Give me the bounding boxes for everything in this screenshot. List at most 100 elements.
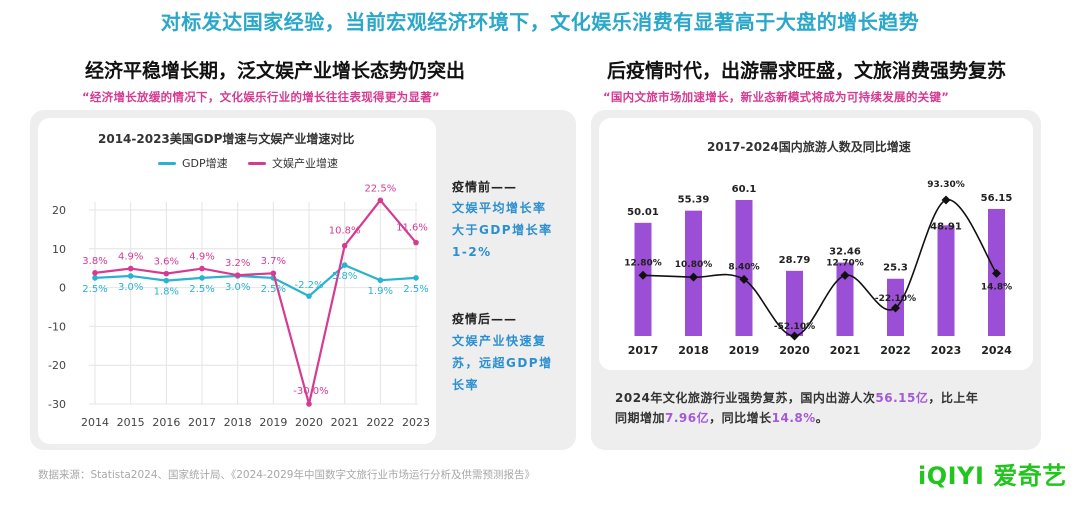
ent-data-label: 3.6% [154,257,179,268]
tourism-x-label: 2021 [830,344,861,357]
x-tick-label: 2019 [259,416,287,429]
tourism-summary: 2024年文化旅游行业强势复苏，国内出游人次56.15亿，比上年 同期增加7.9… [615,388,978,428]
ent-point [234,272,241,278]
side-before-line-1: 文娱平均增长率 [452,201,547,215]
side-after-line-1: 文娱产业快速复 [452,334,547,348]
gdp-point [306,293,312,299]
x-tick-label: 2017 [188,416,216,429]
growth-point [992,268,1001,278]
growth-data-label: -22.10% [875,294,916,304]
growth-point [790,331,799,341]
gdp-point [341,262,348,268]
gdp-series-line [94,263,417,298]
ent-data-label: 10.8% [329,226,361,237]
x-tick-label: 2021 [331,416,359,429]
x-tick-label: 2023 [402,416,430,429]
y-tick-label: -30 [48,398,66,411]
growth-data-label: 12.80% [624,258,662,268]
tourism-bar [836,262,854,336]
gdp-vs-entertainment-chart: 20 10 0 -10 -20 -30 2014 2015 2016 2017 2018 2019 20… [48,183,430,429]
ent-point [413,239,419,246]
growth-point [638,270,648,280]
tourism-chart-title: 2017-2024国内旅游人数及同比增速 [707,140,911,154]
legend-gdp-label: GDP增速 [182,157,228,170]
ent-point [270,270,277,277]
side-after-head: 疫情后—— [452,312,518,326]
right-section-quote: “国内文旅市场加速增长，新业态新模式将成为可持续发展的关键” [603,90,950,104]
ent-data-label: 4.9% [118,252,143,263]
gdp-data-label: 3.0% [118,282,143,293]
ent-series-line [94,198,417,405]
growth-data-label: 10.80% [675,260,713,270]
tourism-x-label: 2024 [981,344,1012,357]
ent-data-label: 3.2% [225,258,250,269]
gdp-data-label: -2.2% [294,280,323,291]
tourism-bar [786,270,803,336]
growth-point [891,303,900,313]
tourism-bar-label: 28.79 [779,255,811,266]
tourism-bar-label: 48.91 [930,221,962,232]
gdp-point [413,275,419,281]
y-tick-label: 20 [52,204,66,217]
summary-increase-highlight: 7.96亿 [665,411,710,425]
tourism-chart-card: 2017-2024国内旅游人数及同比增速 [599,118,1033,370]
tourism-bar-label: 60.1 [732,184,757,195]
side-after-line-3: 长率 [452,378,480,392]
gdp-point [127,273,134,279]
side-before-body: 文娱平均增长率 大于GDP增长率 1-2% [452,197,553,263]
legend-gdp: GDP增速 [158,155,228,171]
ent-data-label: 4.9% [189,252,214,263]
x-tick-label: 2016 [152,416,180,429]
ent-data-label: 11.6% [396,223,428,234]
gdp-data-label: 5.8% [332,271,357,282]
ent-data-label: 22.5% [364,183,396,194]
y-tick-label: -20 [48,359,66,372]
legend-ent-label: 文娱产业增速 [272,157,338,170]
gdp-point [92,275,98,281]
growth-data-label: 14.8% [981,282,1012,292]
tourism-bar-label: 32.46 [829,247,861,258]
tourism-bar [735,200,753,336]
headline: 对标发达国家经验，当前宏观经济环境下，文化娱乐消费有显著高于大盘的增长趋势 [160,10,920,34]
x-tick-label: 2020 [295,416,323,429]
tourism-bar-label: 50.01 [627,207,659,218]
tourism-x-label: 2017 [628,344,659,357]
y-tick-label: 0 [59,282,66,295]
x-tick-label: 2018 [224,416,252,429]
gdp-data-label: 2.5% [403,284,428,295]
legend-ent-swatch [248,161,266,165]
data-source: 数据来源：Statista2024、国家统计局、《2024-2029年中国数字文… [38,469,535,481]
gdp-point [163,277,170,284]
summary-line-2: 同期增加7.96亿，同比增长14.8%。 [615,408,978,428]
tourism-chart: 50.01 55.39 60.1 28.79 32.46 25.3 48.91 56.15 12… [624,180,1012,357]
y-tick-label: 10 [52,243,66,256]
ent-point [306,401,312,407]
growth-point [739,274,749,284]
summary-line-2-a: 同期增加 [615,411,666,425]
growth-point [941,195,951,205]
gdp-data-label: 2.5% [189,284,214,295]
x-tick-label: 2014 [81,416,109,429]
growth-point [689,272,698,282]
gdp-data-label: 2.5% [82,284,107,295]
ent-point [92,270,98,276]
ent-point [163,270,170,277]
growth-data-label: 93.30% [927,180,965,190]
side-before-head: 疫情前—— [452,180,518,194]
tourism-bar-label: 55.39 [678,195,710,206]
gdp-point [377,277,384,284]
gdp-chart-title: 2014-2023美国GDP增速与文娱产业增速对比 [98,132,355,146]
tourism-x-label: 2022 [880,344,911,357]
ent-point [377,197,384,204]
summary-line-1-b: ，比上年 [928,391,979,405]
summary-line-2-b: ，同比增长 [709,411,772,425]
legend-gdp-swatch [158,161,176,165]
gdp-data-label: 1.9% [368,286,393,297]
ent-data-label: 3.8% [82,256,107,267]
growth-data-label: 12.70% [826,258,864,268]
gdp-data-label: 2.5% [261,284,286,295]
growth-point [840,270,850,280]
left-section-quote: “经济增长放缓的情况下，文化娱乐行业的增长往往表现得更为显著” [82,90,440,104]
left-section-title: 经济平稳增长期，泛文娱产业增长态势仍突出 [85,60,466,82]
gdp-point [199,275,205,281]
